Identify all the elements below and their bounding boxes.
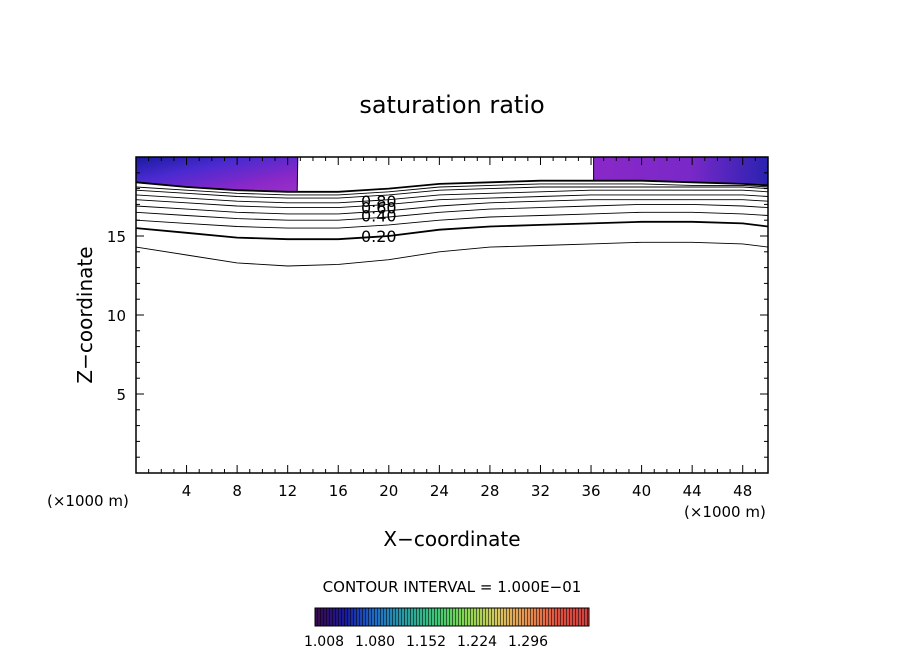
x-tick-label: 48: [733, 482, 752, 500]
x-tick-label: 28: [480, 482, 499, 500]
colorbar-label: 1.008: [304, 634, 344, 650]
chart-title: saturation ratio: [359, 91, 544, 119]
contour-line: [136, 203, 768, 221]
x-axis-label: X−coordinate: [383, 527, 520, 551]
contour-line: [136, 179, 768, 193]
contour-line: [136, 211, 768, 229]
contour-label: 0.40: [361, 206, 397, 225]
y-tick-label: 5: [116, 386, 126, 404]
x-tick-label: 20: [379, 482, 398, 500]
contour-line: [136, 183, 768, 196]
colorbar-stripes: [315, 608, 589, 626]
x-tick-label: 44: [683, 482, 702, 500]
contour-line: [136, 194, 768, 209]
contour-labels: 0.800.600.40 0.20: [361, 192, 397, 246]
contour-line: [136, 220, 768, 241]
y-tick-labels: 5 10 15: [107, 228, 126, 404]
colorbar-labels: 1.008 1.080 1.152 1.224 1.296: [304, 634, 548, 650]
x-tick-label: 8: [232, 482, 242, 500]
contour-label: 0.20: [361, 227, 397, 246]
colorbar-frame: [314, 607, 590, 627]
colorbar-label: 1.224: [457, 634, 497, 650]
contour-label: 0.80: [361, 192, 397, 211]
x-tick-label: 36: [581, 482, 600, 500]
colorbar-label: 1.296: [508, 634, 548, 650]
x-tick-label: 16: [329, 482, 348, 500]
x-tick-label: 40: [632, 482, 651, 500]
x-tick-label: 4: [182, 482, 192, 500]
axis-ticks: [136, 157, 768, 473]
contour-label: 0.60: [361, 199, 397, 218]
shaded-region-left: [136, 157, 299, 193]
y-tick-label: 15: [107, 228, 126, 246]
x-unit-left: (×1000 m): [47, 492, 129, 510]
y-axis-label: Z−coordinate: [73, 246, 97, 383]
contour-line: [136, 189, 768, 204]
contour-line: [136, 199, 768, 215]
x-tick-label: 32: [531, 482, 550, 500]
contour-interval-text: CONTOUR INTERVAL = 1.000E−01: [323, 578, 582, 596]
contour-lines: [136, 179, 768, 267]
colorbar-label: 1.152: [406, 634, 446, 650]
x-tick-labels: 4 8 12 16 20 24 28 32 36 40 44 48: [182, 482, 752, 500]
y-tick-label: 10: [107, 307, 126, 325]
contour-line: [136, 186, 768, 199]
colorbar-label: 1.080: [355, 634, 395, 650]
colorbar: 1.008 1.080 1.152 1.224 1.296: [304, 607, 590, 650]
contour-line: [136, 241, 768, 267]
x-tick-label: 12: [278, 482, 297, 500]
x-tick-label: 24: [430, 482, 449, 500]
x-unit-right: (×1000 m): [684, 503, 766, 521]
